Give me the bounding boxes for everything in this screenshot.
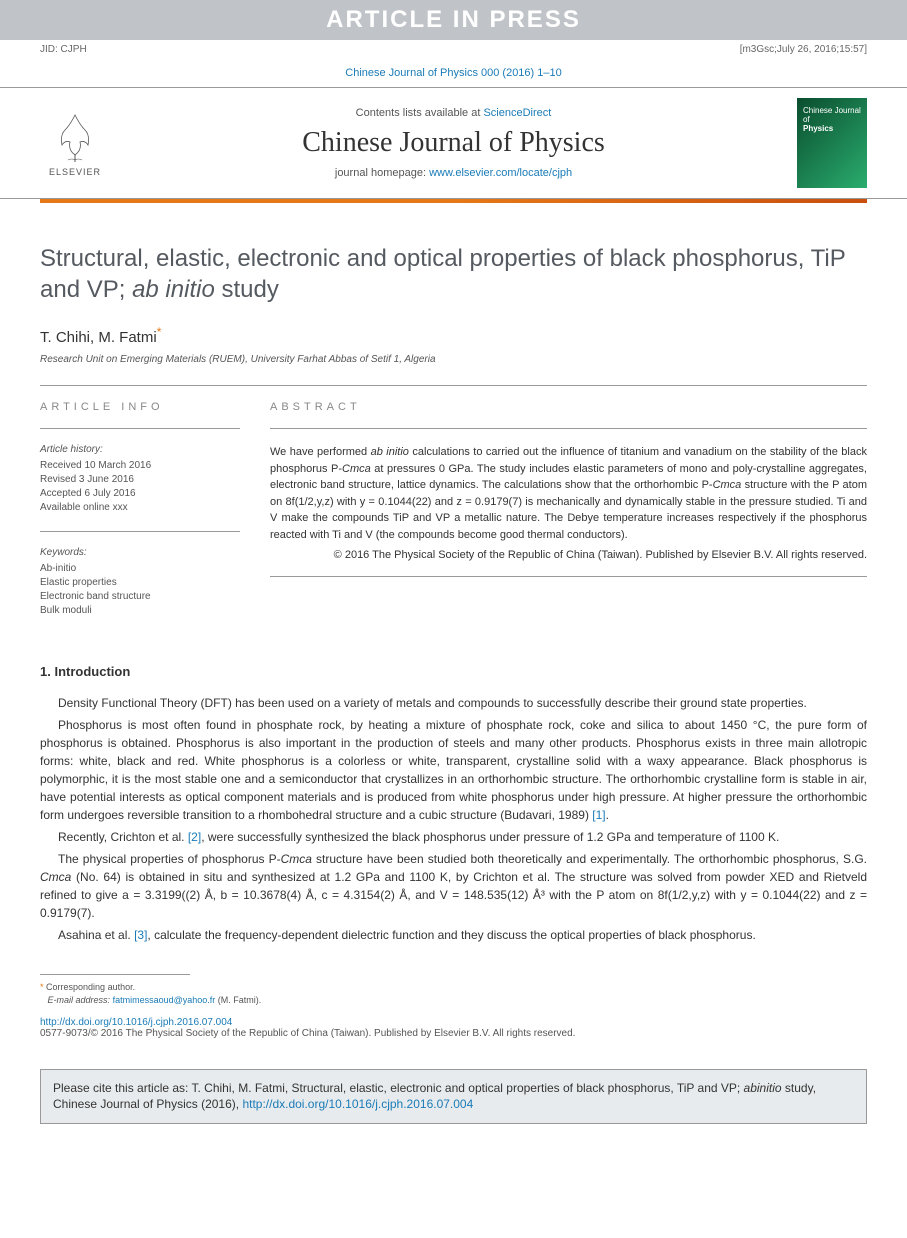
title-post: study	[215, 276, 279, 303]
abstract-column: ABSTRACT We have performed ab initio cal…	[270, 401, 867, 634]
ref-3-link[interactable]: [3]	[134, 928, 147, 942]
ref-2-link[interactable]: [2]	[188, 830, 201, 844]
info-divider	[40, 428, 240, 429]
sciencedirect-link[interactable]: ScienceDirect	[483, 107, 551, 119]
affiliation: Research Unit on Emerging Materials (RUE…	[40, 354, 867, 365]
email-link[interactable]: fatmimessaoud@yahoo.fr	[113, 995, 216, 1005]
keywords-label: Keywords:	[40, 547, 240, 558]
elsevier-tree-icon	[50, 110, 100, 165]
history-block: Article history: Received 10 March 2016 …	[40, 444, 240, 515]
email-label: E-mail address:	[48, 995, 111, 1005]
doi-line: http://dx.doi.org/10.1016/j.cjph.2016.07…	[40, 1017, 867, 1028]
please-cite-box: Please cite this article as: T. Chihi, M…	[40, 1069, 867, 1125]
timestamp-label: [m3Gsc;July 26, 2016;15:57]	[740, 44, 867, 55]
article-title: Structural, elastic, electronic and opti…	[40, 243, 867, 305]
footnote-corresponding: * Corresponding author. E-mail address: …	[40, 981, 867, 1006]
intro-p1: Density Functional Theory (DFT) has been…	[40, 694, 867, 712]
journal-header-center: Contents lists available at ScienceDirec…	[125, 107, 782, 179]
ref-1-link[interactable]: [1]	[592, 808, 605, 822]
corresponding-marker: *	[157, 325, 162, 339]
keywords-text: Ab-initio Elastic properties Electronic …	[40, 562, 240, 618]
issn-line: 0577-9073/© 2016 The Physical Society of…	[40, 1028, 867, 1039]
footnote-marker: *	[40, 982, 44, 992]
abstract-heading: ABSTRACT	[270, 401, 867, 413]
title-em: ab initio	[132, 276, 215, 303]
jid-label: JID: CJPH	[40, 44, 87, 55]
copyright-line: © 2016 The Physical Society of the Repub…	[270, 549, 867, 561]
divider	[40, 385, 867, 386]
corresp-label: Corresponding author.	[46, 982, 135, 992]
intro-p5: Asahina et al. [3], calculate the freque…	[40, 926, 867, 944]
abstract-end-divider	[270, 576, 867, 577]
intro-p3: Recently, Crichton et al. [2], were succ…	[40, 828, 867, 846]
article-info-column: ARTICLE INFO Article history: Received 1…	[40, 401, 240, 634]
history-label: Article history:	[40, 444, 240, 455]
cover-title: Chinese Journal of Physics	[803, 106, 867, 133]
homepage-prefix: journal homepage:	[335, 167, 429, 179]
homepage-line: journal homepage: www.elsevier.com/locat…	[125, 167, 782, 179]
author-names: T. Chihi, M. Fatmi	[40, 329, 157, 346]
article-in-press-banner: ARTICLE IN PRESS	[0, 0, 907, 40]
article-content: Structural, elastic, electronic and opti…	[0, 203, 907, 1059]
elsevier-label: ELSEVIER	[49, 167, 101, 177]
footnote-separator	[40, 974, 190, 975]
keywords-block: Keywords: Ab-initio Elastic properties E…	[40, 547, 240, 618]
history-text: Received 10 March 2016 Revised 3 June 20…	[40, 459, 240, 515]
article-info-heading: ARTICLE INFO	[40, 401, 240, 413]
info-abstract-row: ARTICLE INFO Article history: Received 1…	[40, 401, 867, 634]
homepage-link[interactable]: www.elsevier.com/locate/cjph	[429, 167, 572, 179]
info-divider-2	[40, 531, 240, 532]
elsevier-logo: ELSEVIER	[40, 103, 110, 183]
contents-line: Contents lists available at ScienceDirec…	[125, 107, 782, 119]
journal-header: ELSEVIER Contents lists available at Sci…	[0, 87, 907, 199]
journal-name: Chinese Journal of Physics	[125, 127, 782, 159]
meta-row: JID: CJPH [m3Gsc;July 26, 2016;15:57]	[0, 40, 907, 59]
email-name: (M. Fatmi).	[218, 995, 262, 1005]
intro-p2: Phosphorus is most often found in phosph…	[40, 716, 867, 824]
doi-link[interactable]: http://dx.doi.org/10.1016/j.cjph.2016.07…	[40, 1017, 232, 1028]
contents-prefix: Contents lists available at	[356, 107, 484, 119]
section-heading-intro: 1. Introduction	[40, 664, 867, 679]
citebox-doi-link[interactable]: http://dx.doi.org/10.1016/j.cjph.2016.07…	[242, 1097, 473, 1111]
intro-p4: The physical properties of phosphorus P-…	[40, 850, 867, 922]
journal-cover-thumbnail: Chinese Journal of Physics	[797, 98, 867, 188]
citation-line: Chinese Journal of Physics 000 (2016) 1–…	[0, 59, 907, 87]
authors: T. Chihi, M. Fatmi*	[40, 325, 867, 346]
abstract-divider	[270, 428, 867, 429]
abstract-text: We have performed ab initio calculations…	[270, 444, 867, 543]
